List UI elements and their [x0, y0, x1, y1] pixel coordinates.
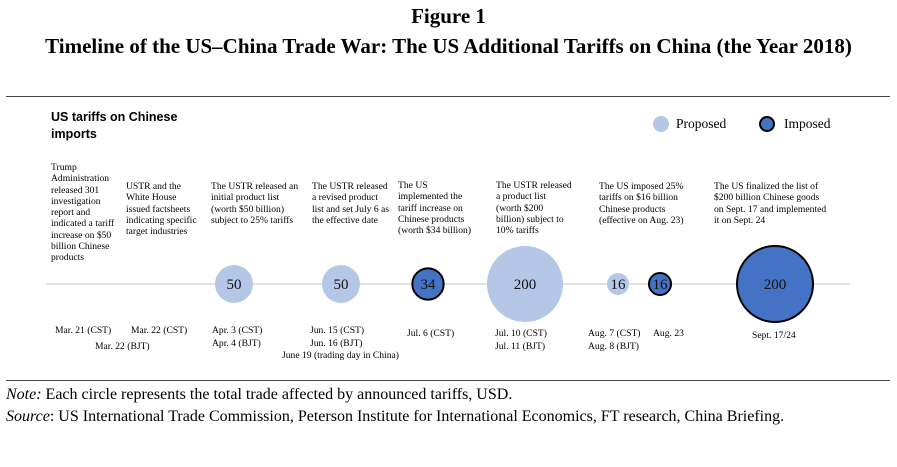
event-description: The US imposed 25% tariffs on $16 billio… — [599, 181, 684, 226]
event-date: Apr. 3 (CST) — [212, 325, 263, 336]
bubble-value-label: 200 — [514, 277, 537, 293]
event-date: Mar. 22 (CST) — [131, 325, 188, 336]
event-date: Apr. 4 (BJT) — [212, 338, 261, 349]
source-label: Source — [6, 408, 50, 425]
legend-proposed-label: Proposed — [676, 116, 727, 131]
event-date: Jun. 15 (CST) — [310, 325, 365, 336]
bottom-rule — [6, 380, 890, 381]
event-description: The USTR released a revised product list… — [312, 181, 390, 226]
event-description: The USTR released a product list (worth … — [496, 180, 572, 237]
event-date: Mar. 22 (BJT) — [95, 341, 150, 352]
bubble-value-label: 50 — [334, 277, 349, 293]
bubble-proposed — [322, 265, 360, 303]
event-description: The US finalized the list of $200 billio… — [714, 181, 827, 226]
bubble-value-label: 50 — [227, 277, 242, 293]
legend-proposed-marker — [653, 116, 669, 132]
bubble-imposed — [411, 267, 445, 301]
source-text: : US International Trade Commission, Pet… — [49, 408, 785, 425]
bubble-proposed — [607, 273, 629, 295]
event-description: The USTR released an initial product lis… — [211, 181, 299, 226]
event-date: Jun. 16 (BJT) — [310, 338, 363, 349]
event-date: Jul. 10 (CST) — [495, 328, 547, 339]
figure-label: Figure 1 — [411, 4, 486, 28]
figure-source: Source: US International Trade Commissio… — [6, 406, 890, 428]
event-date: Aug. 8 (BJT) — [588, 341, 639, 352]
event-description: The US implemented the tariff increase o… — [398, 180, 472, 237]
figure-title: Timeline of the US–China Trade War: The … — [45, 34, 852, 58]
top-rule — [6, 96, 890, 97]
bubble-value-label: 16 — [611, 277, 627, 293]
bubble-proposed — [487, 246, 563, 322]
bubble-proposed — [215, 265, 253, 303]
legend-imposed-marker — [759, 116, 775, 132]
event-description: USTR and the White House issued factshee… — [126, 181, 197, 238]
event-date: Aug. 7 (CST) — [588, 328, 641, 339]
note-label: Note: — [6, 386, 42, 403]
legend-imposed-label: Imposed — [784, 116, 831, 131]
event-description: Trump Administration released 301 invest… — [51, 162, 115, 264]
bubble-imposed — [648, 272, 672, 296]
bubble-value-label: 16 — [653, 277, 669, 293]
event-date: June 19 (trading day in China) — [282, 350, 399, 361]
figure-note: Note: Each circle represents the total t… — [6, 384, 890, 406]
bubble-value-label: 34 — [421, 277, 437, 293]
event-date: Jul. 11 (BJT) — [495, 341, 546, 352]
event-date: Mar. 21 (CST) — [55, 325, 112, 336]
bubble-value-label: 200 — [764, 277, 787, 293]
bubble-imposed — [736, 245, 814, 323]
event-date: Jul. 6 (CST) — [407, 328, 455, 339]
event-date: Sept. 17/24 — [752, 330, 796, 341]
panel-title: US tariffs on Chinese imports — [51, 110, 178, 141]
note-text: Each circle represents the total trade a… — [45, 386, 513, 403]
event-date: Aug. 23 — [653, 328, 684, 339]
